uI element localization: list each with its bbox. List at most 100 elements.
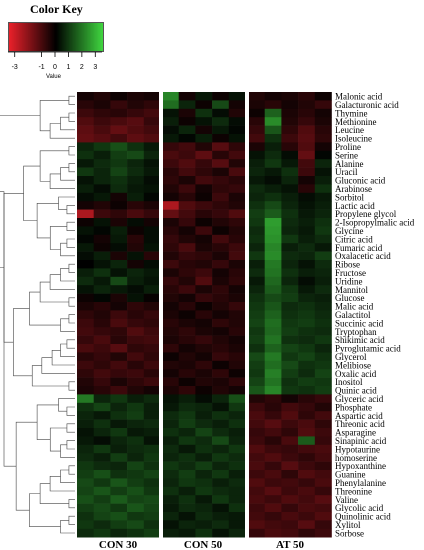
heatmap-cell — [178, 419, 196, 429]
heatmap-cell — [178, 528, 196, 538]
heatmap-cell — [162, 218, 179, 227]
row-label: Succinic acid — [335, 318, 384, 328]
dendrogram-branch — [60, 343, 75, 357]
heatmap-cell — [110, 276, 128, 286]
heatmap-cell — [178, 285, 196, 294]
heatmap-cell — [127, 360, 145, 370]
heatmap-cell — [314, 453, 332, 462]
heatmap-cell — [127, 276, 145, 286]
heatmap-cell — [298, 218, 316, 227]
heatmap-cell — [248, 402, 265, 412]
heatmap-cell — [77, 276, 94, 286]
heatmap-cell — [228, 528, 246, 538]
heatmap-cell — [77, 268, 94, 278]
heatmap-cell — [228, 201, 246, 210]
heatmap-cell — [314, 209, 332, 219]
heatmap-cell — [281, 310, 299, 320]
heatmap-cell — [281, 234, 299, 244]
heatmap-cell — [264, 209, 282, 219]
heatmap-cell — [228, 276, 246, 286]
heatmap-cell — [248, 201, 265, 210]
heatmap-cell — [178, 512, 196, 521]
dendrogram-branch — [31, 365, 69, 387]
heatmap-cell — [314, 461, 332, 471]
row-label: Alanine — [335, 159, 364, 169]
heatmap-cell — [314, 243, 332, 252]
heatmap-cell — [110, 167, 128, 177]
heatmap-cell — [143, 251, 161, 261]
heatmap-cell — [281, 486, 299, 496]
heatmap-cell — [77, 176, 94, 185]
heatmap-cell — [264, 201, 282, 210]
heatmap-cell — [264, 260, 282, 269]
heatmap-cell — [248, 377, 265, 387]
heatmap-cell — [127, 419, 145, 429]
heatmap-cell — [143, 293, 161, 303]
heatmap-cell — [127, 369, 145, 378]
heatmap-cell — [162, 327, 179, 336]
heatmap-cell — [178, 520, 196, 530]
heatmap-cell — [162, 142, 179, 152]
heatmap-cell — [248, 352, 265, 362]
heatmap-cell — [143, 444, 161, 454]
heatmap-cell — [281, 260, 299, 269]
heatmap-cell — [228, 310, 246, 320]
heatmap-cell — [195, 352, 213, 362]
heatmap-cell — [195, 369, 213, 378]
heatmap-cell — [212, 344, 230, 353]
heatmap-cell — [162, 369, 179, 378]
heatmap-cell — [248, 226, 265, 236]
heatmap-cell — [143, 512, 161, 521]
heatmap-cell — [228, 402, 246, 412]
heatmap-cell — [264, 268, 282, 278]
dendrogram-branch — [29, 493, 61, 527]
row-label: Malonic acid — [335, 92, 383, 102]
heatmap-cell — [298, 528, 316, 538]
dendrogram-branch — [66, 205, 75, 215]
heatmap-cell — [281, 369, 299, 378]
heatmap-cell — [281, 411, 299, 420]
row-label: Serine — [335, 150, 358, 160]
heatmap-cell — [77, 394, 94, 404]
heatmap-cell — [162, 176, 179, 185]
heatmap-cell — [93, 453, 111, 462]
heatmap-cell — [248, 386, 265, 395]
heatmap-cell — [127, 192, 145, 202]
dendrogram-branch — [39, 281, 69, 303]
heatmap-cell — [127, 495, 145, 504]
heatmap-cell — [248, 192, 265, 202]
heatmap-cell — [298, 150, 316, 160]
heatmap-cell — [228, 503, 246, 513]
heatmap-cell — [314, 201, 332, 210]
heatmap-cell — [143, 402, 161, 412]
heatmap-cell — [162, 394, 179, 404]
heatmap-cell — [162, 159, 179, 168]
heatmap-cell — [298, 318, 316, 328]
dendrogram-branch — [39, 483, 69, 504]
heatmap-cell — [314, 260, 332, 269]
row-label: homoserine — [335, 453, 377, 463]
heatmap-cell — [77, 234, 94, 244]
heatmap-cell — [212, 234, 230, 244]
heatmap-cell — [281, 344, 299, 353]
heatmap-cell — [212, 520, 230, 530]
heatmap-cell — [178, 234, 196, 244]
heatmap-cell — [212, 285, 230, 294]
heatmap-cell — [248, 276, 265, 286]
heatmap-cell — [212, 512, 230, 521]
heatmap-cell — [178, 108, 196, 118]
heatmap-cell — [162, 486, 179, 496]
heatmap-cell — [264, 419, 282, 429]
heatmap-cell — [281, 360, 299, 370]
heatmap-cell — [298, 495, 316, 504]
heatmap-cell — [212, 150, 230, 160]
row-label: Lactic acid — [335, 201, 375, 211]
heatmap-cell — [178, 100, 196, 110]
row-label: Hypotaurine — [335, 444, 380, 454]
row-label: Sorbitol — [335, 192, 365, 202]
heatmap-cell — [314, 125, 332, 135]
heatmap-cell — [248, 318, 265, 328]
heatmap-cell — [314, 512, 332, 521]
heatmap-cell — [248, 125, 265, 135]
